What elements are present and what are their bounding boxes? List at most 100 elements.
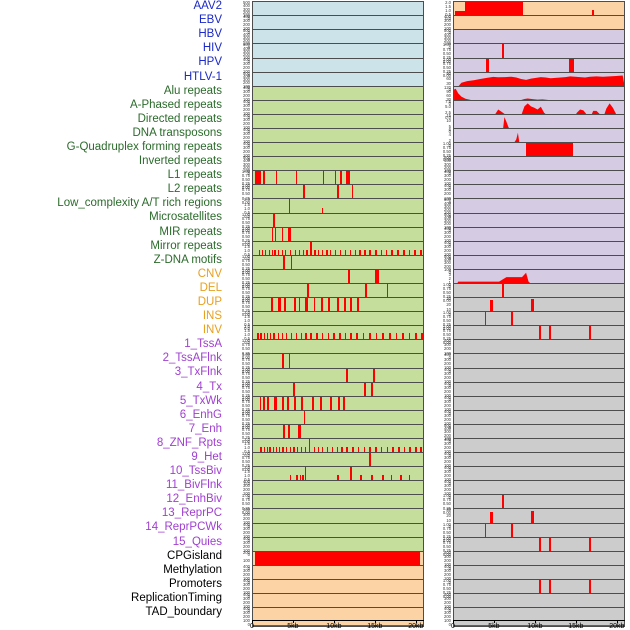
x-tick-label: 0 (451, 623, 455, 630)
bar (293, 298, 296, 317)
y-tick-label: 1.00 (241, 183, 250, 189)
y-tick-label: 0.00 (241, 227, 250, 233)
y-tick-label: 0.00 (442, 157, 451, 163)
bar (344, 333, 347, 345)
bar (362, 333, 365, 345)
y-axis: 1.00 0.75 0.50 0.25 0.00 (228, 338, 251, 362)
y-tick-label: 2 (448, 137, 451, 143)
y-tick-label: 0.00 (442, 509, 451, 515)
bar (311, 396, 314, 416)
y-tick-label: 100 (444, 406, 451, 412)
y-tick-label: 300 (444, 412, 451, 418)
y-tick-label: 0.75 (241, 497, 250, 503)
bar (334, 171, 337, 190)
y-tick-label: 100 (243, 575, 250, 581)
y-tick-label: 200 (444, 346, 451, 352)
y-tick-label: 0.75 (241, 173, 250, 179)
y-tick-label: 1.5 (244, 314, 250, 320)
bar (327, 333, 330, 345)
y-tick-label: 0.50 (241, 233, 250, 239)
y-tick-label: 1.0 (445, 8, 451, 14)
bar (283, 255, 285, 275)
y-tick-label: 0 (448, 608, 451, 614)
bar (322, 171, 325, 190)
bar (539, 537, 541, 557)
y-tick-label: 0.50 (241, 177, 250, 183)
x-tick-label: 10kb (326, 623, 342, 630)
y-tick-label: 500 (243, 70, 250, 76)
y-tick-label: 0.00 (442, 537, 451, 543)
bar (490, 300, 494, 317)
x-axis-line (252, 620, 424, 621)
y-tick-label: 0 (247, 157, 250, 163)
y-tick-label: 100 (243, 139, 250, 145)
y-axis: 1.00 0.75 0.50 0.25 0.00 (429, 324, 452, 348)
track-label: G-Quadruplex forming repeats (66, 140, 222, 153)
y-tick-label: 100 (243, 13, 250, 19)
y-tick-label: 200 (243, 9, 250, 15)
bar (257, 333, 259, 345)
y-tick-label: 200 (444, 402, 451, 408)
bar (295, 171, 298, 190)
bar (313, 298, 316, 317)
y-tick-label: 200 (243, 487, 250, 493)
track-label: Mirror repeats (150, 239, 222, 252)
y-tick-label: 300 (444, 398, 451, 404)
y-tick-label: 120 (444, 84, 451, 90)
y-tick-label: 0.50 (442, 318, 451, 324)
y-tick-label: 0.50 (241, 416, 250, 422)
bar (402, 333, 404, 345)
bar (272, 227, 274, 247)
y-tick-label: 200 (243, 515, 250, 521)
y-axis: 1.00 0.75 0.50 0.25 0.00 (228, 268, 251, 292)
track-label: 2_TssAFlnk (162, 352, 222, 365)
y-tick-label: 100 (444, 41, 451, 47)
y-tick-label: 1.0 (244, 247, 250, 253)
y-tick-label: 0 (448, 467, 451, 473)
y-tick-label: 1.00 (241, 282, 250, 287)
y-tick-label: 1.0 (244, 205, 250, 211)
y-axis: 1.00 0.75 0.50 0.25 0.00 (228, 282, 251, 306)
y-tick-label: 400 (243, 112, 250, 118)
y-tick-label: 100 (243, 590, 250, 596)
bar (286, 396, 289, 416)
track-panel (453, 607, 625, 628)
y-tick-label: 0.50 (442, 586, 451, 592)
x-tick-label: 15kb (367, 623, 383, 630)
y-tick-label: 0.25 (241, 181, 250, 187)
y-tick-label: 400 (243, 563, 250, 569)
y-axis: 400 300 200 100 0 (228, 535, 251, 559)
y-tick-label: 0.50 (241, 346, 250, 352)
bar (273, 213, 275, 232)
y-tick-label: 0.50 (241, 276, 250, 282)
y-tick-label: 0.00 (241, 439, 250, 445)
bar (281, 227, 283, 247)
bar (303, 410, 306, 430)
bar (263, 333, 265, 345)
y-axis: 30 20 10 0 (429, 296, 452, 320)
y-axis: 400 300 200 100 0 (228, 99, 251, 123)
y-axis: 400 300 200 100 0 (429, 437, 452, 461)
y-tick-label: 500 (243, 42, 250, 48)
y-tick-label: 0 (448, 44, 451, 50)
bar (284, 298, 286, 317)
y-tick-label: 100 (243, 547, 250, 553)
y-axis: 400 300 200 100 0 (429, 479, 452, 503)
y-tick-label: 30 (446, 507, 451, 513)
track-label: 5_TxWk (179, 394, 222, 407)
y-tick-label: 200 (243, 135, 250, 141)
y-tick-label: 100 (243, 519, 250, 525)
y-tick-label: 0.00 (241, 425, 250, 431)
y-tick-label: 400 (444, 563, 451, 569)
bar (288, 227, 291, 247)
bar (259, 396, 262, 416)
y-axis: 30 20 10 0 (429, 507, 452, 531)
y-axis: 1.00 0.75 0.50 0.25 0.00 (228, 296, 251, 320)
y-tick-label: 300 (243, 145, 250, 151)
y-tick-label: 0 (247, 565, 250, 571)
y-tick-label: 100 (243, 168, 250, 174)
y-tick-label: 400 (243, 14, 250, 20)
y-tick-label: 0.5 (244, 449, 250, 455)
y-tick-label: 0.25 (442, 68, 451, 74)
y-axis: 2.0 1.5 1.0 0.5 0.0 (228, 310, 251, 334)
